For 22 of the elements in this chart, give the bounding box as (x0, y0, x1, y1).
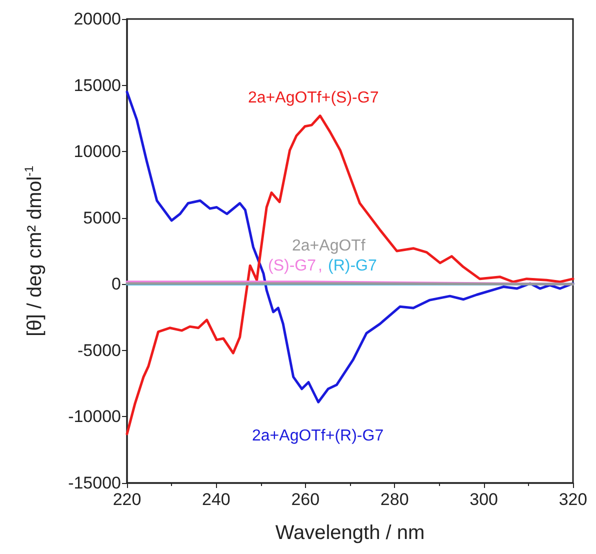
y-tick-label: 0 (112, 274, 121, 294)
x-axis-title: Wavelength / nm (275, 522, 425, 544)
y-tick-label: -5000 (78, 340, 121, 360)
series-label: (R)-G7 (328, 258, 377, 274)
x-tick-label: 320 (558, 490, 588, 509)
y-tick-label: 10000 (74, 142, 121, 162)
y-tick-label: 15000 (74, 76, 121, 95)
x-tick-label: 300 (470, 490, 498, 509)
y-tick-label: -15000 (68, 474, 121, 492)
x-tick-label: 260 (291, 490, 320, 509)
x-tick-label: 280 (380, 490, 409, 509)
y-axis-title: [θ] / deg cm² dmol-1 (22, 165, 46, 336)
y-tick-label: 20000 (74, 10, 121, 28)
y-tick-label: -10000 (68, 407, 121, 426)
series-label: 2a+AgOTf+(S)-G7 (248, 90, 379, 106)
series-label: (S)-G7 (268, 258, 316, 274)
x-tick-label: 220 (112, 490, 142, 509)
x-tick-label: 240 (202, 490, 230, 509)
text: 2a+AgOTf+(R)-G7 (252, 428, 384, 444)
series-label: 2a+AgOTf (292, 238, 366, 254)
y-tick-label: 5000 (83, 208, 121, 228)
annotation: , (318, 258, 322, 274)
